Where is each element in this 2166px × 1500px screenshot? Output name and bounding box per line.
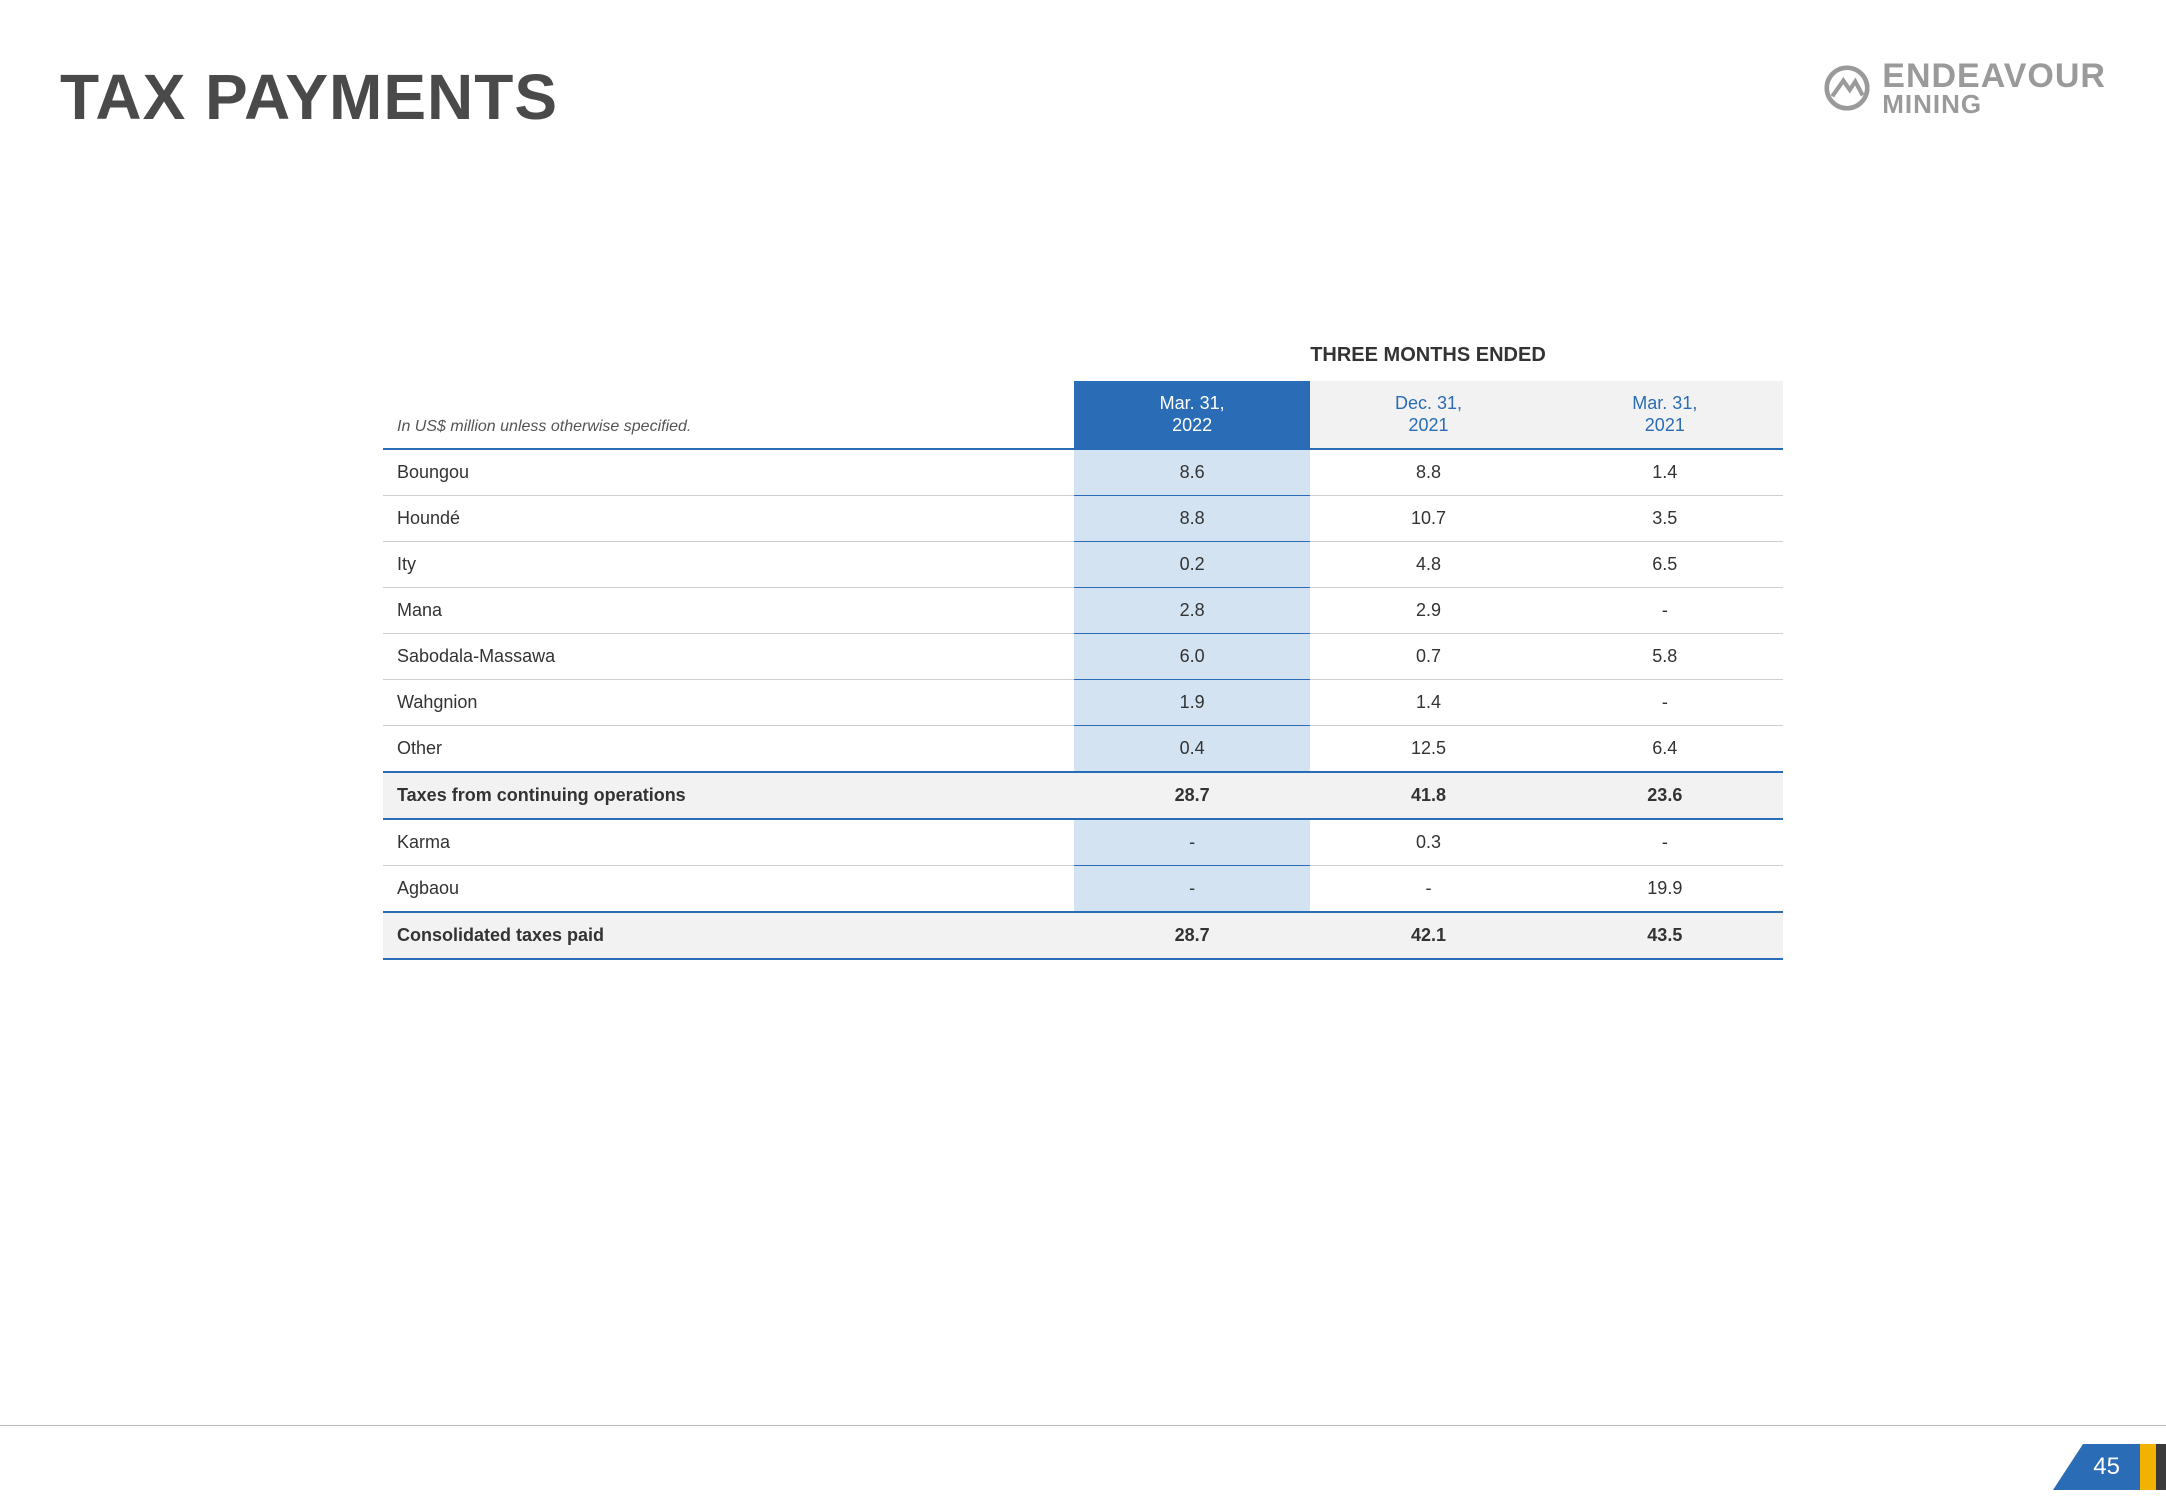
row-value: 2.9 <box>1310 588 1546 634</box>
logo-main-text: ENDEAVOUR <box>1882 60 2106 92</box>
badge-stripe-yellow <box>2140 1444 2156 1490</box>
table-row: Other0.412.56.4 <box>383 726 1783 773</box>
row-value: 1.4 <box>1310 680 1546 726</box>
row-value: 0.4 <box>1074 726 1310 773</box>
row-value: 6.4 <box>1547 726 1783 773</box>
table-row: Wahgnion1.91.4- <box>383 680 1783 726</box>
row-value: 8.6 <box>1074 449 1310 496</box>
row-value: - <box>1074 819 1310 866</box>
row-value: 2.8 <box>1074 588 1310 634</box>
table-row: Ity0.24.86.5 <box>383 542 1783 588</box>
row-value: 8.8 <box>1074 496 1310 542</box>
table-row: Agbaou--19.9 <box>383 866 1783 913</box>
row-label: Agbaou <box>383 866 1074 913</box>
slide: TAX PAYMENTS ENDEAVOUR MINING THREE MONT… <box>0 0 2166 1500</box>
page-number: 45 <box>2083 1444 2140 1490</box>
row-value: 6.0 <box>1074 634 1310 680</box>
row-value: 6.5 <box>1547 542 1783 588</box>
table-label-header: In US$ million unless otherwise specifie… <box>383 381 1074 449</box>
row-value: 3.5 <box>1547 496 1783 542</box>
logo-sub-text: MINING <box>1882 92 2106 117</box>
row-value: 8.8 <box>1310 449 1546 496</box>
table-row: Houndé8.810.73.5 <box>383 496 1783 542</box>
row-label: Wahgnion <box>383 680 1074 726</box>
row-value: - <box>1074 866 1310 913</box>
row-value: 23.6 <box>1547 772 1783 819</box>
row-label: Mana <box>383 588 1074 634</box>
row-value: - <box>1547 680 1783 726</box>
row-value: - <box>1547 819 1783 866</box>
row-value: 1.9 <box>1074 680 1310 726</box>
row-value: 0.2 <box>1074 542 1310 588</box>
row-label: Karma <box>383 819 1074 866</box>
company-logo: ENDEAVOUR MINING <box>1824 60 2106 117</box>
row-label: Houndé <box>383 496 1074 542</box>
header: TAX PAYMENTS ENDEAVOUR MINING <box>60 60 2106 134</box>
row-value: 10.7 <box>1310 496 1546 542</box>
row-value: 19.9 <box>1547 866 1783 913</box>
page-title: TAX PAYMENTS <box>60 60 558 134</box>
logo-icon <box>1824 65 1870 111</box>
table-row: Karma-0.3- <box>383 819 1783 866</box>
row-value: 41.8 <box>1310 772 1546 819</box>
table-body: Boungou8.68.81.4Houndé8.810.73.5Ity0.24.… <box>383 449 1783 959</box>
row-value: - <box>1547 588 1783 634</box>
period-header: Mar. 31,2022 <box>1074 381 1310 449</box>
row-value: 1.4 <box>1547 449 1783 496</box>
row-value: 43.5 <box>1547 912 1783 959</box>
row-value: 12.5 <box>1310 726 1546 773</box>
row-label: Taxes from continuing operations <box>383 772 1074 819</box>
row-value: 0.7 <box>1310 634 1546 680</box>
row-label: Sabodala-Massawa <box>383 634 1074 680</box>
table-row: Boungou8.68.81.4 <box>383 449 1783 496</box>
page-number-badge: 45 <box>2053 1444 2166 1490</box>
period-header: Mar. 31,2021 <box>1547 381 1783 449</box>
table-super-header: THREE MONTHS ENDED <box>1073 344 1783 367</box>
tax-payments-table: In US$ million unless otherwise specifie… <box>383 381 1783 960</box>
table-row: Consolidated taxes paid28.742.143.5 <box>383 912 1783 959</box>
table-row: Taxes from continuing operations28.741.8… <box>383 772 1783 819</box>
row-label: Ity <box>383 542 1074 588</box>
row-value: 42.1 <box>1310 912 1546 959</box>
row-value: 5.8 <box>1547 634 1783 680</box>
row-value: 0.3 <box>1310 819 1546 866</box>
row-value: 28.7 <box>1074 772 1310 819</box>
badge-stripe-dark <box>2156 1444 2166 1490</box>
row-value: - <box>1310 866 1546 913</box>
row-label: Other <box>383 726 1074 773</box>
table-row: Mana2.82.9- <box>383 588 1783 634</box>
row-label: Boungou <box>383 449 1074 496</box>
table-row: Sabodala-Massawa6.00.75.8 <box>383 634 1783 680</box>
badge-triangle <box>2053 1444 2083 1490</box>
row-label: Consolidated taxes paid <box>383 912 1074 959</box>
footer-divider <box>0 1425 2166 1426</box>
row-value: 4.8 <box>1310 542 1546 588</box>
logo-text: ENDEAVOUR MINING <box>1882 60 2106 117</box>
table-container: THREE MONTHS ENDED In US$ million unless… <box>383 344 1783 960</box>
row-value: 28.7 <box>1074 912 1310 959</box>
table-head: In US$ million unless otherwise specifie… <box>383 381 1783 449</box>
period-header: Dec. 31,2021 <box>1310 381 1546 449</box>
